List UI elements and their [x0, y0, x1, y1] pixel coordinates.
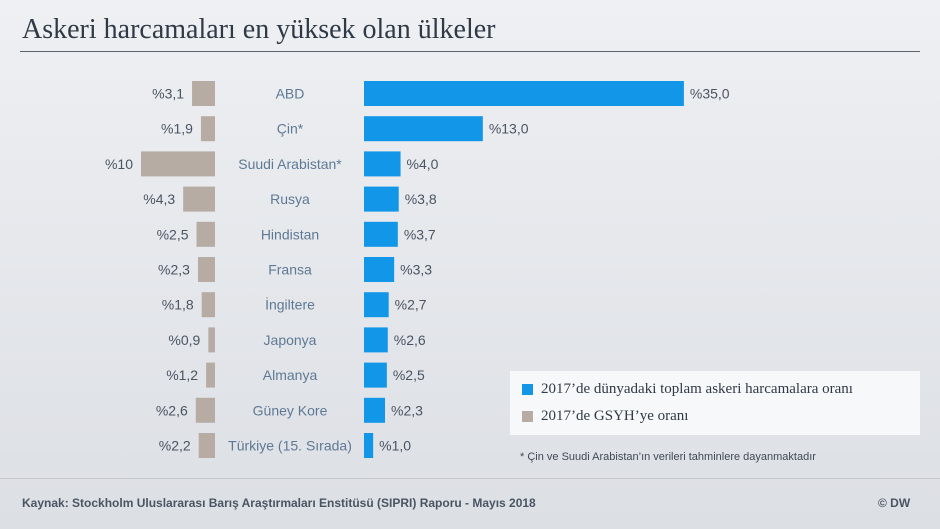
- legend-item-gdp-share: 2017’de GSYH’ye oranı: [522, 406, 688, 426]
- world-share-value-label: %3,8: [405, 191, 437, 207]
- world-share-bar: [364, 151, 401, 177]
- gdp-share-bar: [206, 362, 215, 388]
- category-label: Japonya: [264, 332, 317, 348]
- category-label: Çin*: [277, 121, 304, 137]
- world-share-value-label: %2,3: [391, 402, 423, 418]
- gdp-share-value-label: %0,9: [168, 332, 200, 348]
- gdp-share-bar: [200, 116, 215, 142]
- world-share-value-label: %3,3: [400, 262, 432, 278]
- category-label: Suudi Arabistan*: [238, 156, 342, 172]
- category-label: Rusya: [270, 191, 310, 207]
- world-share-bar: [364, 327, 388, 353]
- gdp-share-bar: [183, 186, 215, 212]
- gdp-share-value-label: %1,2: [166, 367, 198, 383]
- legend-label-world-share: 2017’de dünyadaki toplam askeri harcamal…: [541, 380, 853, 397]
- gdp-share-value-label: %1,9: [161, 121, 193, 137]
- world-share-value-label: %1,0: [379, 438, 411, 454]
- world-share-value-label: %13,0: [489, 121, 529, 137]
- footnote: * Çin ve Suudi Arabistan’ın verileri tah…: [520, 451, 816, 463]
- world-share-value-label: %4,0: [407, 156, 439, 172]
- gdp-share-value-label: %3,1: [152, 86, 184, 102]
- gdp-share-bar: [201, 292, 215, 318]
- legend-swatch-gdp-share: [522, 410, 533, 422]
- legend-label-gdp-share: 2017’de GSYH’ye oranı: [541, 407, 689, 424]
- world-share-value-label: %2,5: [393, 367, 425, 383]
- world-share-value-label: %2,6: [394, 332, 426, 348]
- world-share-bar: [364, 397, 386, 423]
- world-share-bar: [364, 257, 395, 282]
- category-label: Hindistan: [261, 226, 319, 242]
- legend: 2017’de dünyadaki toplam askeri harcamal…: [510, 371, 920, 435]
- world-share-bar: [364, 116, 483, 142]
- category-label: Güney Kore: [253, 402, 328, 418]
- gdp-share-bar: [208, 327, 215, 353]
- title-divider: [20, 51, 920, 52]
- source-text: Kaynak: Stockholm Uluslararası Barış Ara…: [22, 496, 536, 510]
- world-share-value-label: %2,7: [395, 297, 427, 313]
- legend-item-world-share: 2017’de dünyadaki toplam askeri harcamal…: [522, 379, 853, 399]
- gdp-share-bar: [192, 81, 215, 106]
- world-share-bar: [364, 186, 399, 212]
- gdp-share-bar: [196, 221, 215, 247]
- gdp-share-bar: [141, 151, 215, 177]
- bar-chart: ABD %35,0 %3,1 Çin* %13,0 %1,9 Suudi Arabistan…: [105, 81, 730, 458]
- category-label: Almanya: [263, 367, 318, 383]
- gdp-share-value-label: %10: [105, 156, 133, 172]
- world-share-bar: [364, 81, 684, 106]
- gdp-share-bar: [198, 433, 215, 458]
- gdp-share-value-label: %2,5: [157, 226, 189, 242]
- category-label: Türkiye (15. Sırada): [228, 438, 352, 454]
- world-share-value-label: %35,0: [690, 86, 730, 102]
- copyright: © DW: [878, 496, 911, 510]
- world-share-bar: [364, 433, 374, 458]
- category-label: İngiltere: [265, 296, 315, 313]
- gdp-share-value-label: %2,6: [156, 402, 188, 418]
- world-share-bar: [364, 292, 389, 318]
- gdp-share-bar: [195, 397, 215, 423]
- world-share-bar: [364, 221, 398, 247]
- world-share-value-label: %3,7: [404, 226, 436, 242]
- gdp-share-value-label: %2,2: [159, 438, 191, 454]
- gdp-share-value-label: %1,8: [162, 297, 194, 313]
- category-label: Fransa: [268, 262, 312, 278]
- footer-divider: [0, 478, 940, 479]
- chart-title: Askeri harcamaları en yüksek olan ülkele…: [22, 14, 496, 45]
- world-share-bar: [364, 362, 387, 388]
- gdp-share-value-label: %2,3: [158, 262, 190, 278]
- gdp-share-bar: [197, 257, 215, 282]
- category-label: ABD: [276, 86, 305, 102]
- gdp-share-value-label: %4,3: [143, 191, 175, 207]
- legend-swatch-world-share: [522, 383, 533, 395]
